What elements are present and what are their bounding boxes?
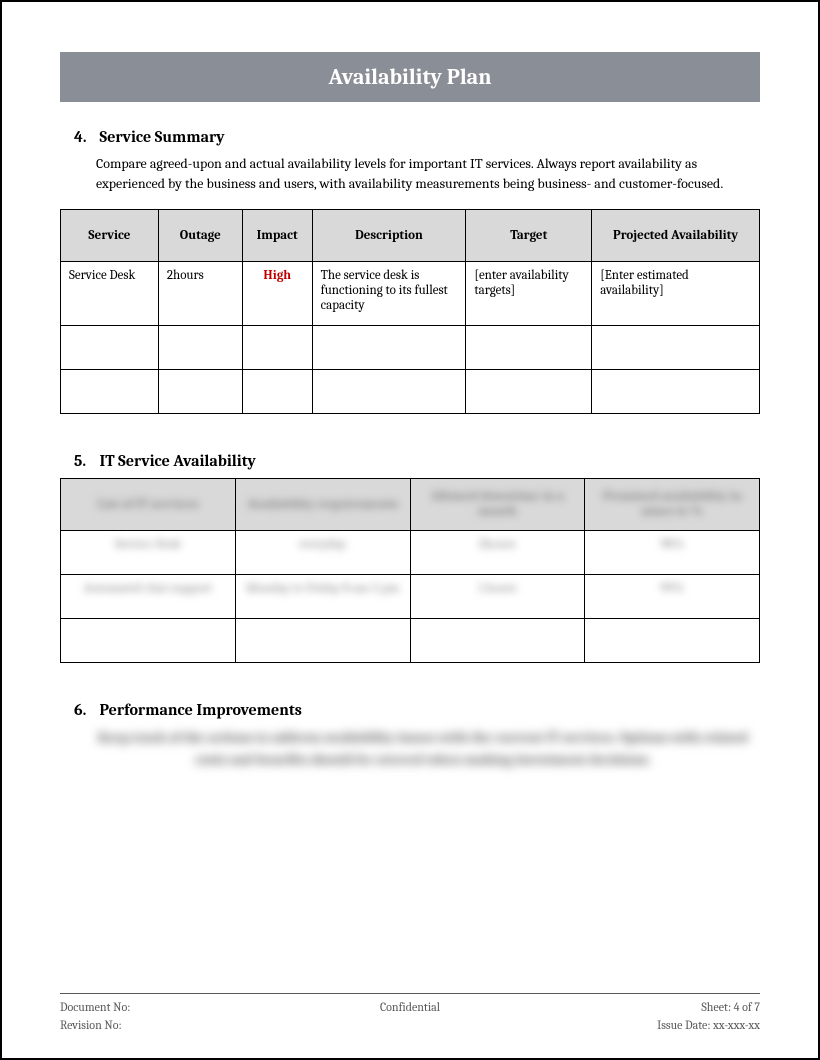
- footer-divider: [60, 993, 760, 994]
- it-availability-table: List of IT services Availability require…: [60, 478, 760, 663]
- section-6-title: Performance Improvements: [100, 701, 302, 719]
- impact-badge: High: [251, 268, 304, 283]
- footer-doc-no: Document No:: [60, 998, 293, 1016]
- cell: everyday: [235, 530, 410, 574]
- section-5-heading: 5. IT Service Availability: [74, 452, 760, 470]
- table-row: [61, 618, 760, 662]
- cell-empty: [61, 369, 159, 413]
- footer-sheet: Sheet: 4 of 7: [527, 998, 760, 1016]
- section-4-description: Compare agreed-upon and actual availabil…: [96, 154, 750, 195]
- col-outage: Outage: [158, 209, 242, 261]
- cell: Automated chat support: [61, 574, 236, 618]
- col-downtime: Allowed downtime in a month: [410, 478, 585, 530]
- cell: 2hours: [410, 530, 585, 574]
- cell-service: Service Desk: [61, 261, 159, 325]
- table-header-row: List of IT services Availability require…: [61, 478, 760, 530]
- cell: 1 hours: [410, 574, 585, 618]
- col-impact: Impact: [242, 209, 312, 261]
- col-description: Description: [312, 209, 466, 261]
- cell-impact: High: [242, 261, 312, 325]
- table-row: [61, 325, 760, 369]
- footer-revision: Revision No:: [60, 1016, 293, 1034]
- section-5-number: 5.: [74, 452, 96, 470]
- section-4-heading: 4. Service Summary: [74, 128, 760, 146]
- section-6-number: 6.: [74, 701, 96, 719]
- footer-issue-date: Issue Date: xx-xxx-xx: [527, 1016, 760, 1034]
- cell-target: [enter availability targets]: [466, 261, 592, 325]
- section-4-number: 4.: [74, 128, 96, 146]
- cell: Service Desk: [61, 530, 236, 574]
- table-row: Service Desk everyday 2hours 98%: [61, 530, 760, 574]
- title-bar: Availability Plan: [60, 52, 760, 102]
- table-row: [61, 369, 760, 413]
- cell-outage: 2hours: [158, 261, 242, 325]
- col-it-services: List of IT services: [61, 478, 236, 530]
- cell-empty: [61, 325, 159, 369]
- col-avail-req: Availability requirements: [235, 478, 410, 530]
- col-projected: Projected Availability: [592, 209, 760, 261]
- footer-confidential: Confidential: [293, 998, 526, 1016]
- section-5-title: IT Service Availability: [100, 452, 256, 470]
- col-target: Target: [466, 209, 592, 261]
- col-service: Service: [61, 209, 159, 261]
- cell-description: The service desk is functioning to its f…: [312, 261, 466, 325]
- table-row: Service Desk 2hours High The service des…: [61, 261, 760, 325]
- cell-empty: [61, 618, 236, 662]
- page-footer: Document No: Confidential Sheet: 4 of 7 …: [60, 993, 760, 1034]
- section-6-blurred-text: Keep track of the actions to address ava…: [96, 727, 750, 772]
- section-6-heading: 6. Performance Improvements: [74, 701, 760, 719]
- cell: Monday to Friday 8 am-5 pm: [235, 574, 410, 618]
- cell: 98%: [585, 530, 760, 574]
- table-header-row: Service Outage Impact Description Target…: [61, 209, 760, 261]
- cell: 99%: [585, 574, 760, 618]
- col-promised: Promised availability in nines to %: [585, 478, 760, 530]
- service-summary-table: Service Outage Impact Description Target…: [60, 209, 760, 414]
- section-4-title: Service Summary: [100, 128, 225, 146]
- table-row: Automated chat support Monday to Friday …: [61, 574, 760, 618]
- cell-projected: [Enter estimated availability]: [592, 261, 760, 325]
